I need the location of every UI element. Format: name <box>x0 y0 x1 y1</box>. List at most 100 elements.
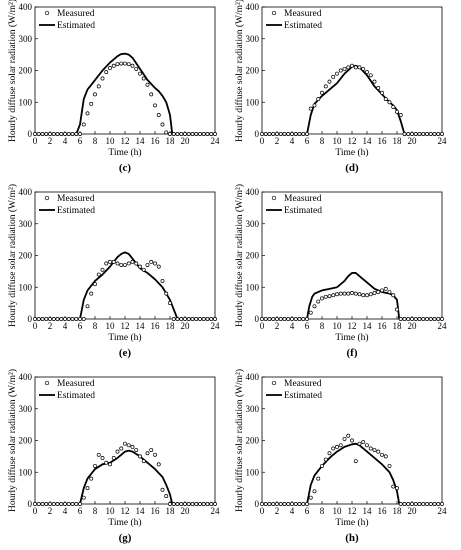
measured-point <box>308 495 313 500</box>
x-tick-label: 6 <box>78 321 83 331</box>
measured-point <box>175 317 180 321</box>
panel-caption: (c) <box>119 162 132 174</box>
measured-point <box>40 317 45 321</box>
measured-point <box>316 97 321 102</box>
measured-point <box>93 463 97 468</box>
measured-point <box>93 282 97 287</box>
measured-point <box>33 317 37 321</box>
legend-label-measured: Measured <box>284 194 322 204</box>
x-tick-label: 12 <box>348 506 357 516</box>
measured-point <box>205 502 210 506</box>
estimated-series-line <box>262 272 442 320</box>
measured-point <box>70 317 75 321</box>
measured-point <box>179 132 184 136</box>
measured-point <box>171 317 176 321</box>
y-tick-label: 200 <box>19 66 33 76</box>
measured-point <box>365 70 369 75</box>
measured-point <box>305 132 309 136</box>
measured-point <box>198 502 202 506</box>
measured-point <box>263 317 268 321</box>
measured-point <box>209 502 214 506</box>
measured-point <box>425 502 429 506</box>
legend-marker-measured <box>271 195 277 201</box>
measured-point <box>168 301 172 306</box>
x-tick-label: 24 <box>211 506 221 516</box>
x-tick-label: 14 <box>363 321 373 331</box>
measured-point <box>293 317 298 321</box>
measured-point <box>85 304 90 309</box>
y-tick-label: 200 <box>246 436 260 446</box>
panel-caption: (h) <box>345 532 359 544</box>
y-tick-label: 200 <box>246 66 260 76</box>
x-tick-label: 16 <box>151 136 161 146</box>
measured-point <box>40 132 45 136</box>
x-tick-label: 20 <box>181 506 191 516</box>
legend-label-estimated: Estimated <box>57 206 95 216</box>
x-tick-label: 16 <box>378 506 388 516</box>
measured-point <box>391 105 396 109</box>
y-axis-label: Hourly diffuse solar radiation (W/m²) <box>234 184 245 327</box>
measured-point <box>156 112 161 117</box>
measured-point <box>372 448 377 452</box>
measured-point <box>123 441 127 446</box>
measured-point <box>108 66 112 70</box>
measured-point <box>406 317 411 321</box>
measured-point <box>436 502 441 506</box>
measured-point <box>398 317 403 321</box>
measured-point <box>271 132 276 136</box>
estimated-series-line <box>35 52 215 135</box>
legend-label-estimated: Estimated <box>57 21 95 31</box>
measured-point <box>134 448 139 452</box>
measured-point <box>353 65 358 70</box>
measured-point <box>410 317 414 321</box>
measured-point <box>138 71 142 76</box>
measured-point <box>63 317 67 321</box>
y-tick-label: 300 <box>246 404 260 414</box>
measured-point <box>145 451 150 456</box>
measured-point <box>428 502 433 506</box>
x-tick-label: 4 <box>63 321 68 331</box>
panel-caption: (e) <box>119 347 132 359</box>
y-tick-label: 400 <box>19 372 33 382</box>
legend-label-measured: Measured <box>57 9 95 19</box>
measured-point <box>111 259 116 264</box>
x-axis-label: Time (h) <box>335 147 368 158</box>
measured-point <box>297 502 302 506</box>
y-tick-label: 0 <box>255 129 260 139</box>
measured-point <box>413 502 418 506</box>
x-axis-label: Time (h) <box>335 332 368 343</box>
measured-point <box>130 444 135 449</box>
x-tick-label: 0 <box>260 321 265 331</box>
y-tick-label: 100 <box>19 282 33 292</box>
measured-point <box>271 502 276 506</box>
y-tick-label: 300 <box>246 219 260 229</box>
legend-label-measured: Measured <box>57 194 95 204</box>
panel-caption: (g) <box>119 532 132 544</box>
measured-point <box>63 132 67 136</box>
panel-caption: (d) <box>345 162 359 174</box>
measured-point <box>59 317 64 321</box>
measured-point <box>391 293 396 298</box>
measured-point <box>171 502 176 506</box>
x-tick-label: 8 <box>320 136 325 146</box>
measured-point <box>104 261 109 266</box>
x-tick-label: 8 <box>320 321 325 331</box>
estimated-series-line <box>262 64 442 135</box>
y-axis-label: Hourly diffuse solar radiation (W/m²) <box>7 184 18 327</box>
legend-label-estimated: Estimated <box>284 206 322 216</box>
measured-point <box>327 294 332 299</box>
measured-point <box>51 317 56 321</box>
measured-point <box>59 502 64 506</box>
legend-label-measured: Measured <box>284 379 322 389</box>
y-tick-label: 100 <box>246 97 260 107</box>
x-tick-label: 8 <box>93 136 98 146</box>
measured-point <box>156 462 161 467</box>
measured-point <box>425 317 429 321</box>
measured-point <box>271 317 276 321</box>
x-tick-label: 2 <box>275 321 280 331</box>
x-tick-label: 14 <box>136 136 146 146</box>
measured-point <box>410 132 414 136</box>
x-tick-label: 2 <box>275 506 280 516</box>
estimated-series-line <box>262 442 442 505</box>
x-axis-label: Time (h) <box>108 147 141 158</box>
